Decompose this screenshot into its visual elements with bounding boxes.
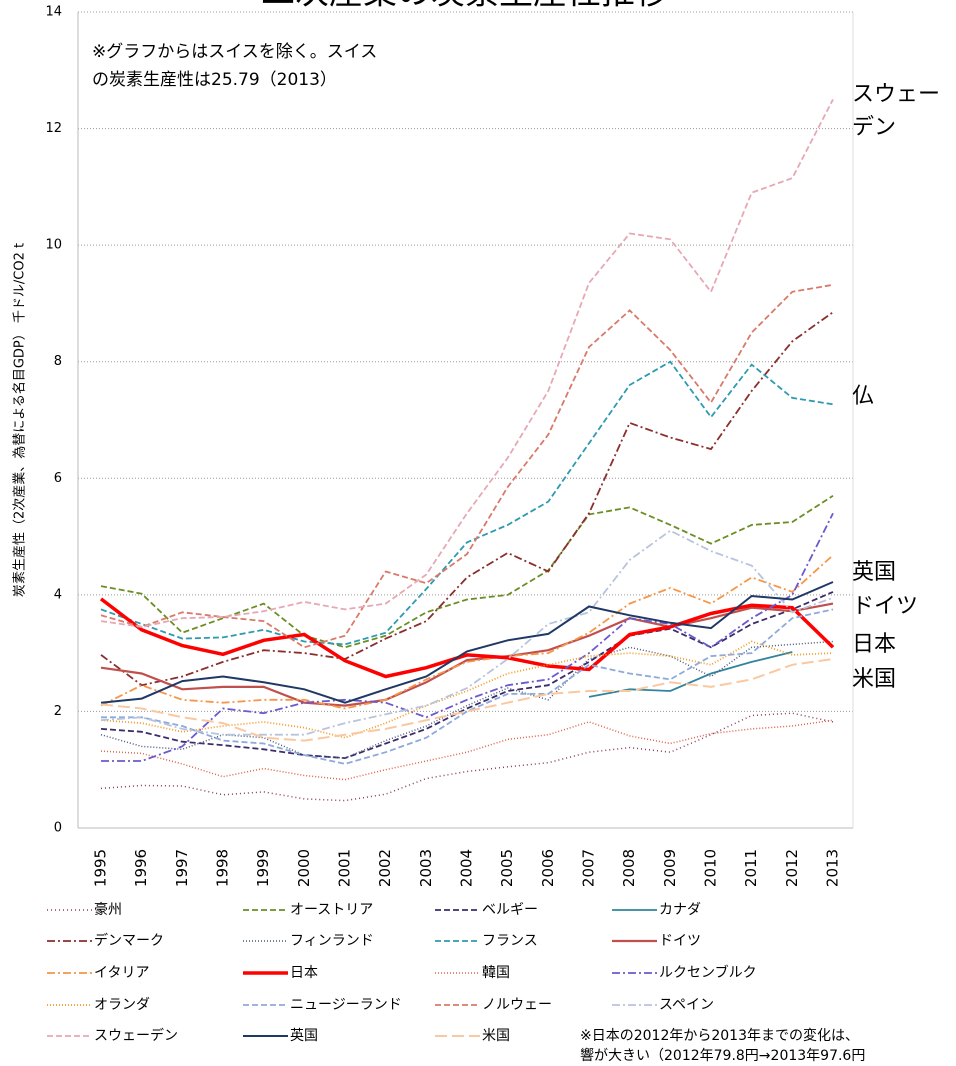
series-line: [100, 640, 834, 739]
legend-label: イタリア: [94, 965, 149, 981]
x-tick-label: 2002: [376, 849, 394, 887]
x-tick-label: 2004: [458, 849, 476, 887]
series-line: [100, 283, 834, 649]
y-tick-label: 14: [45, 5, 62, 20]
x-tick-label: 2010: [702, 849, 720, 887]
y-tick-label: 10: [45, 238, 62, 253]
legend-label: 日本: [290, 965, 318, 981]
series-line: [100, 591, 834, 760]
series-line: [100, 529, 834, 736]
series-line: [101, 512, 834, 762]
legend-label: ニュージーランド: [290, 997, 402, 1013]
x-tick-label: 1996: [132, 849, 150, 887]
series-line: [100, 719, 834, 781]
legend-label: カナダ: [659, 902, 701, 918]
series-line: [100, 311, 834, 687]
x-tick-label: 2005: [498, 849, 516, 887]
legend-label: ドイツ: [659, 933, 701, 949]
x-tick-label: 2007: [580, 849, 598, 887]
legend-label: スウェーデン: [94, 1027, 178, 1044]
y-tick-label: 0: [54, 821, 62, 836]
series-line: [100, 602, 834, 707]
legend-label: スペイン: [659, 997, 714, 1013]
legend-label: オーストリア: [290, 902, 373, 918]
series-line: [100, 712, 834, 802]
legend-label: 英国: [290, 1027, 318, 1044]
annotation: ※グラフからはスイスを除く。スイス: [92, 42, 377, 62]
x-tick-label: 2009: [661, 849, 679, 887]
y-tick-label: 2: [54, 704, 62, 719]
x-tick-label: 1995: [92, 849, 110, 887]
legend-label: 韓国: [482, 965, 510, 981]
y-tick-label: 8: [54, 354, 62, 369]
y-tick-label: 6: [54, 471, 62, 486]
legend-label: 豪州: [94, 902, 122, 918]
x-tick-label: 2000: [295, 849, 313, 887]
x-tick-label: 2012: [783, 849, 801, 887]
x-tick-label: 2011: [742, 849, 760, 887]
annotation: の炭素生産性は25.79（2013）: [92, 70, 337, 90]
series-line: [100, 98, 834, 628]
series-label: デン: [852, 115, 896, 140]
footnote: ※日本の2012年から2013年までの変化は、: [580, 1027, 859, 1044]
y-tick-label: 4: [54, 587, 62, 602]
legend-label: ノルウェー: [482, 997, 552, 1013]
x-tick-label: 2006: [539, 849, 557, 887]
series-label: 仏: [852, 384, 874, 409]
series-label: 日本: [852, 632, 896, 657]
legend-label: ベルギー: [482, 902, 538, 918]
legend-label: オランダ: [94, 997, 150, 1013]
legend-label: 米国: [482, 1028, 510, 1044]
x-tick-label: 1997: [173, 849, 191, 887]
legend-label: ルクセンブルク: [659, 964, 757, 981]
y-tick-label: 12: [45, 121, 62, 136]
x-tick-label: 2003: [417, 849, 435, 887]
x-tick-label: 2001: [336, 849, 354, 887]
series-label: ドイツ: [852, 594, 918, 619]
y-axis-label: 炭素生産性（2次産業、為替による名目GDP） 千ドル/CO2 t: [12, 243, 28, 597]
x-tick-label: 1999: [254, 849, 272, 887]
series-line: [100, 360, 834, 646]
series-line: [100, 658, 834, 742]
legend-label: デンマーク: [94, 932, 164, 949]
series-line: [100, 495, 834, 649]
series-line: [100, 554, 834, 710]
series-label: 英国: [852, 560, 896, 585]
series-line: [99, 597, 835, 679]
series-line: [101, 608, 834, 765]
series-label: スウェー: [852, 82, 940, 107]
series-label: 米国: [852, 667, 896, 692]
x-tick-label: 1998: [214, 849, 232, 887]
legend-label: フィンランド: [290, 933, 374, 949]
legend-label: フランス: [482, 933, 538, 949]
series-line: [100, 581, 834, 704]
x-tick-label: 2008: [620, 849, 638, 887]
x-tick-label: 2013: [824, 849, 842, 887]
chart-title: 二次産業の炭素生産性推移: [261, 0, 669, 13]
footnote: 響が大きい（2012年79.8円→2013年97.6円: [580, 1047, 865, 1064]
